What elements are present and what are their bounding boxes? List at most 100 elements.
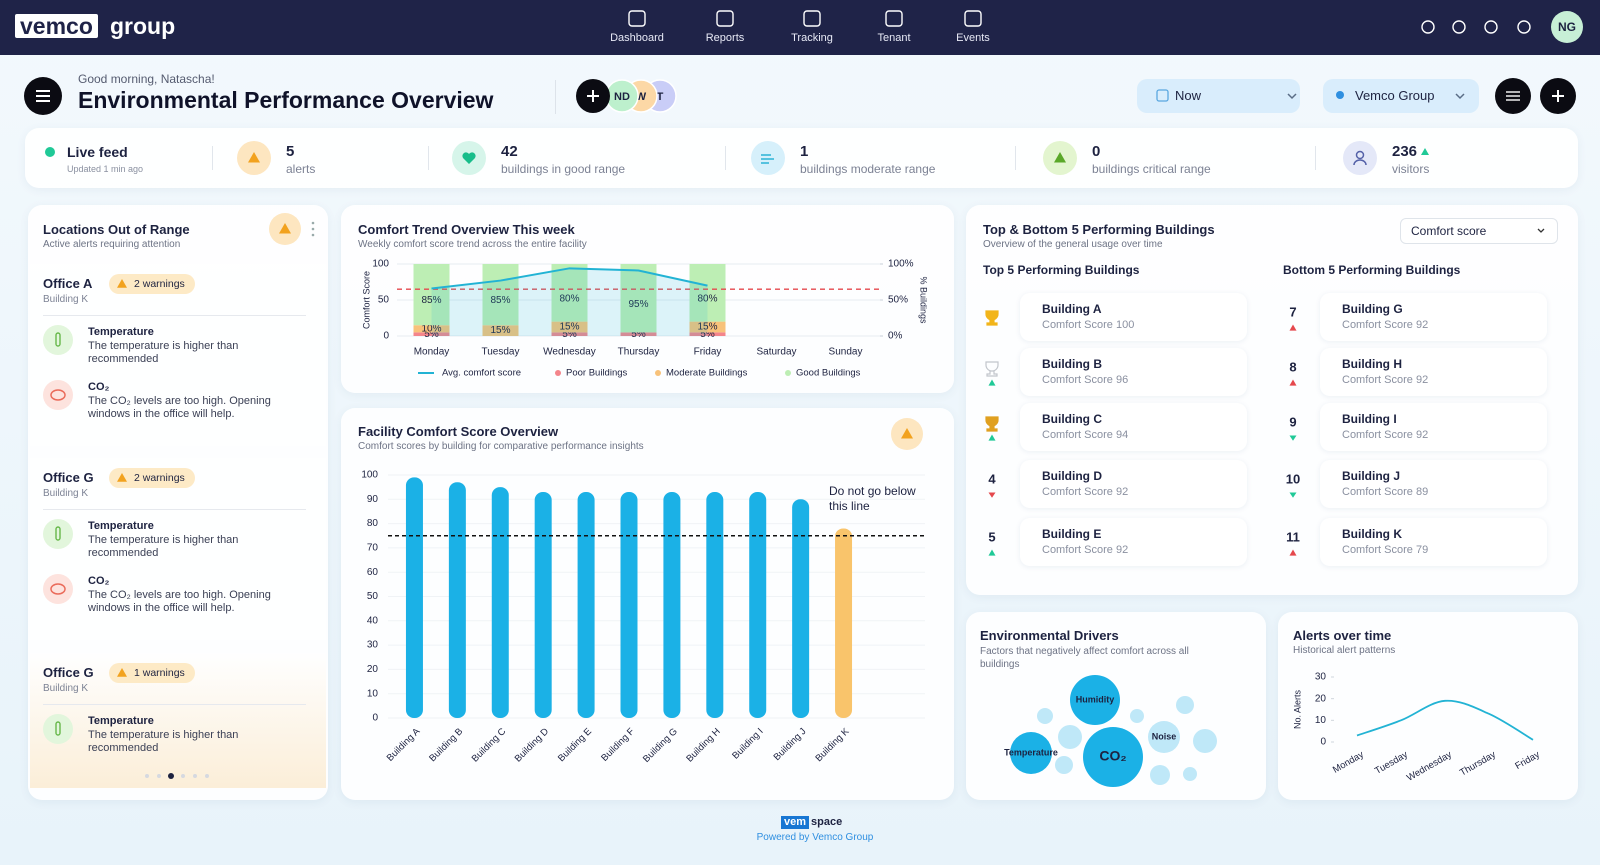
issue-text: The temperature is higher than recommend… bbox=[88, 340, 239, 365]
stat-divider bbox=[1315, 146, 1316, 170]
nav-item[interactable]: Reports bbox=[705, 32, 745, 44]
building-name: Building E bbox=[1042, 527, 1102, 541]
logo-right: group bbox=[110, 13, 176, 39]
card-subtitle: Factors that negatively affect comfort a… bbox=[980, 646, 1189, 670]
warning-pill: 2 warnings bbox=[109, 274, 195, 294]
ranking-row bbox=[1020, 293, 1247, 341]
stat-label: visitors bbox=[1392, 162, 1430, 176]
list-title: Top 5 Performing Buildings bbox=[983, 263, 1140, 277]
ranking-row bbox=[1320, 460, 1547, 508]
ranking-row bbox=[1320, 403, 1547, 451]
person-initials: W bbox=[636, 91, 647, 103]
live-label: Live feed bbox=[67, 144, 128, 160]
person-avatar bbox=[643, 79, 677, 113]
live-updated: Updated 1 min ago bbox=[67, 164, 144, 174]
stat-value: 0 bbox=[1092, 143, 1101, 160]
stat-label: alerts bbox=[286, 162, 316, 176]
chart-subtitle: Weekly comfort score trend across the en… bbox=[358, 239, 587, 250]
list-title: Bottom 5 Performing Buildings bbox=[1283, 263, 1461, 277]
card-subtitle: Active alerts requiring attention bbox=[43, 239, 181, 250]
warning-pill: 1 warnings bbox=[109, 663, 195, 683]
stat-value: 236 bbox=[1392, 143, 1418, 160]
nav-bar bbox=[0, 0, 1600, 55]
office-name: Office A bbox=[43, 276, 93, 291]
annotation: Do not go below this line bbox=[829, 484, 916, 513]
stat-divider bbox=[212, 146, 213, 170]
building-score: Comfort Score 96 bbox=[1042, 374, 1129, 386]
time-filter[interactable]: Now bbox=[1137, 79, 1300, 113]
footer-powered: Powered by Vemco Group bbox=[756, 832, 874, 843]
building-name: Building C bbox=[1042, 412, 1102, 426]
divider bbox=[555, 80, 556, 114]
building-name: Building H bbox=[1342, 357, 1402, 371]
nav-item[interactable]: Dashboard bbox=[610, 32, 664, 44]
chart-subtitle: Historical alert patterns bbox=[1293, 645, 1396, 656]
nav-item[interactable]: Events bbox=[956, 32, 990, 44]
stat-divider bbox=[428, 146, 429, 170]
office-divider bbox=[43, 509, 306, 510]
settings-button bbox=[1495, 78, 1531, 114]
greeting: Good morning, Natascha! bbox=[78, 72, 215, 86]
building-name: Building D bbox=[1042, 469, 1102, 483]
building-score: Comfort Score 79 bbox=[1342, 544, 1429, 556]
person-avatar bbox=[624, 79, 658, 113]
building-score: Comfort Score 94 bbox=[1042, 429, 1129, 441]
card-title: Environmental Drivers bbox=[980, 628, 1119, 643]
stat-label: buildings in good range bbox=[501, 162, 626, 176]
ranking-row bbox=[1320, 518, 1547, 566]
office-section bbox=[30, 458, 326, 640]
office-building: Building K bbox=[43, 488, 89, 499]
ranking-row bbox=[1020, 348, 1247, 396]
office-building: Building K bbox=[43, 294, 89, 305]
stat-divider bbox=[1015, 146, 1016, 170]
metric-select[interactable]: Comfort score bbox=[1400, 218, 1558, 244]
building-name: Building I bbox=[1342, 412, 1397, 426]
building-name: Building K bbox=[1342, 527, 1402, 541]
footer-brand-right: space bbox=[811, 816, 843, 828]
stat-label: buildings moderate range bbox=[800, 162, 936, 176]
stat-value: 5 bbox=[286, 143, 295, 160]
card-title: Top & Bottom 5 Performing Buildings bbox=[983, 222, 1215, 237]
person-initials: T bbox=[657, 91, 664, 103]
office-divider bbox=[43, 704, 306, 705]
status-bar bbox=[25, 128, 1578, 188]
chart-title: Comfort Trend Overview This week bbox=[358, 222, 575, 237]
stat-label: buildings critical range bbox=[1092, 162, 1211, 176]
nav-item[interactable]: Tracking bbox=[791, 32, 833, 44]
page-title: Environmental Performance Overview bbox=[78, 87, 494, 113]
building-name: Building B bbox=[1042, 357, 1102, 371]
building-name: Building G bbox=[1342, 302, 1403, 316]
issue-text: The CO₂ levels are too high. Opening win… bbox=[88, 589, 271, 614]
building-name: Building J bbox=[1342, 469, 1400, 483]
warning-pill: 2 warnings bbox=[109, 468, 195, 488]
add-button bbox=[1540, 78, 1576, 114]
building-score: Comfort Score 92 bbox=[1342, 319, 1429, 331]
ranking-row bbox=[1020, 460, 1247, 508]
nav-item[interactable]: Tenant bbox=[877, 32, 911, 44]
issue-title: Temperature bbox=[88, 326, 154, 338]
issue-text: The temperature is higher than recommend… bbox=[88, 729, 239, 754]
office-divider bbox=[43, 315, 306, 316]
building-score: Comfort Score 100 bbox=[1042, 319, 1135, 331]
ranking-row bbox=[1320, 293, 1547, 341]
ranking-row bbox=[1020, 518, 1247, 566]
chart-subtitle: Comfort scores by building for comparati… bbox=[358, 441, 644, 452]
chart-title: Alerts over time bbox=[1293, 628, 1392, 643]
building-score: Comfort Score 89 bbox=[1342, 486, 1429, 498]
stat-divider bbox=[725, 146, 726, 170]
building-name: Building A bbox=[1042, 302, 1102, 316]
site-filter[interactable]: Vemco Group bbox=[1323, 79, 1479, 113]
issue-title: Temperature bbox=[88, 715, 154, 727]
office-name: Office G bbox=[43, 470, 94, 485]
card-subtitle: Overview of the general usage over time bbox=[983, 239, 1163, 250]
footer-brand-left: vem bbox=[781, 816, 810, 829]
plus-icon bbox=[587, 90, 599, 102]
issue-title: CO₂ bbox=[88, 381, 110, 393]
add-person bbox=[576, 79, 610, 113]
office-building: Building K bbox=[43, 683, 89, 694]
building-score: Comfort Score 92 bbox=[1342, 429, 1429, 441]
logo-left: vemco bbox=[15, 14, 98, 38]
stat-value: 1 bbox=[800, 143, 809, 160]
person-avatar bbox=[605, 79, 639, 113]
